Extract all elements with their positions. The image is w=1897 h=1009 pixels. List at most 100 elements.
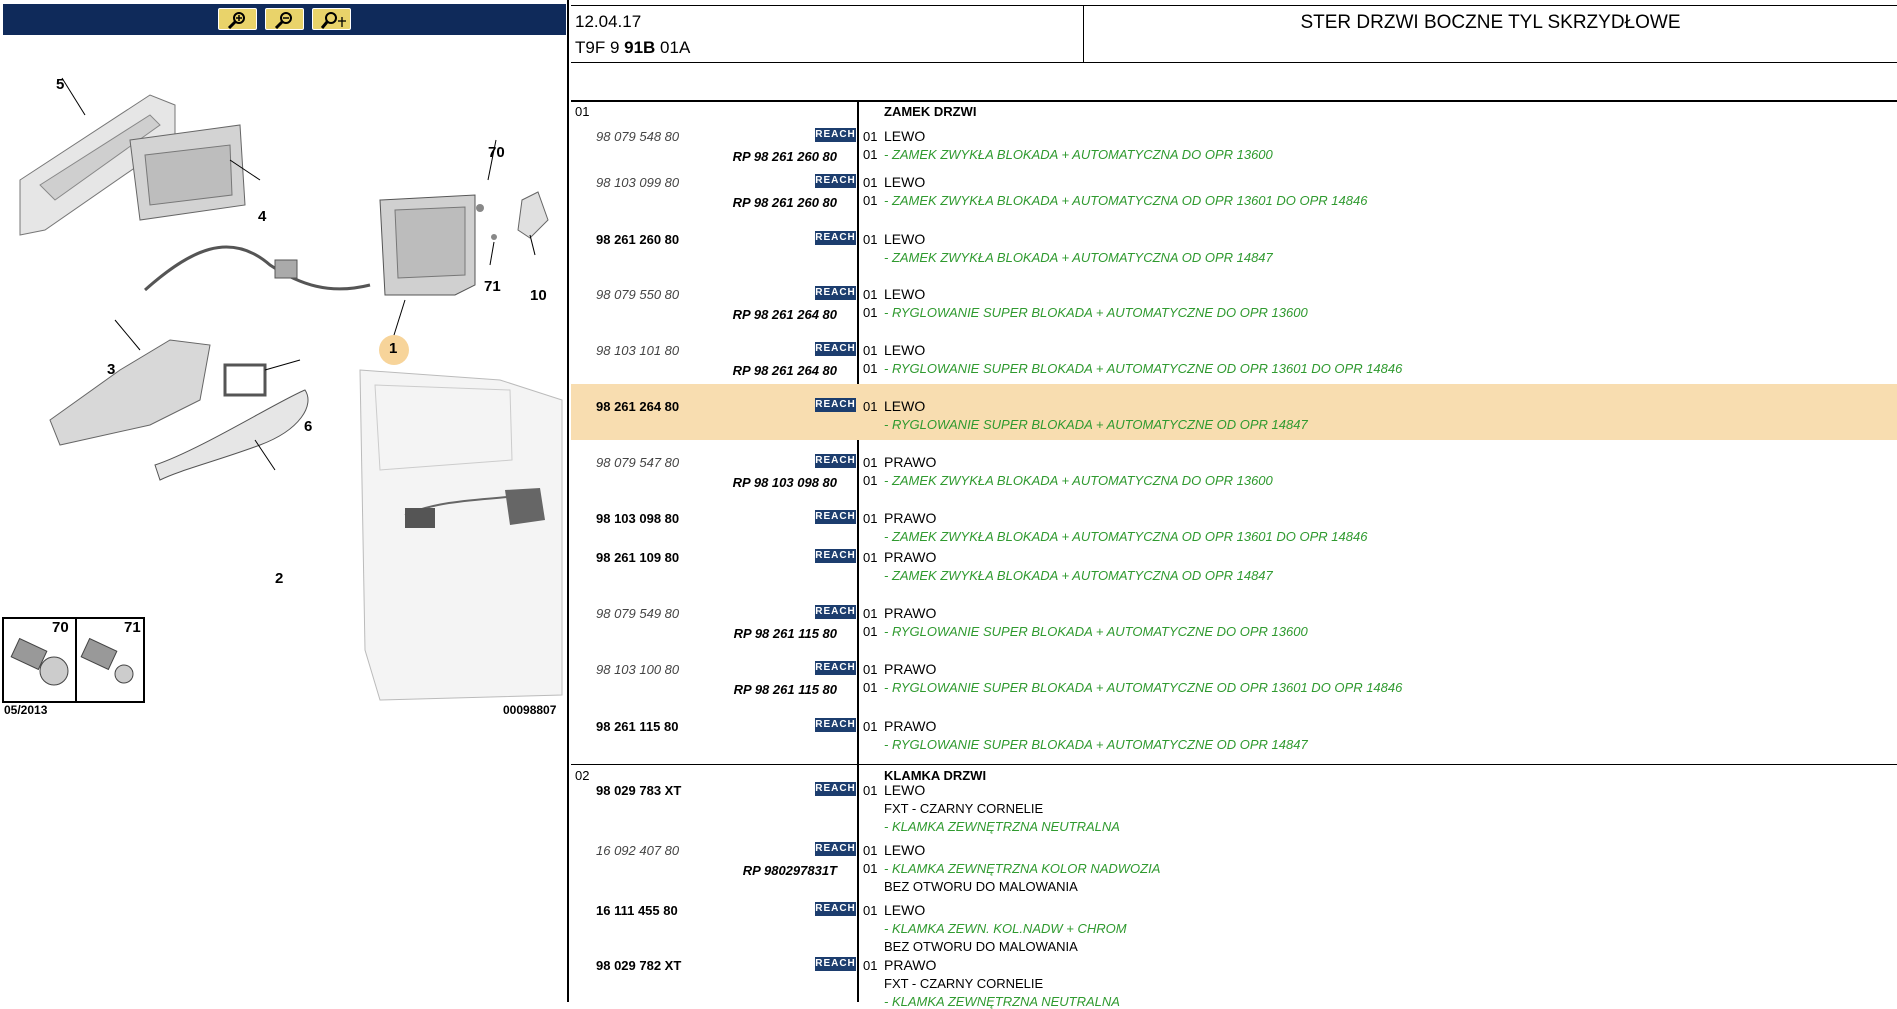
group-category: KLAMKA DRZWI [884, 768, 987, 783]
part-description: - ZAMEK ZWYKŁA BLOKADA + AUTOMATYCZNA OD… [884, 193, 1368, 208]
reach-badge[interactable]: REACH [815, 454, 856, 468]
part-number[interactable]: 98 261 115 80 [596, 719, 679, 734]
part-number[interactable]: 98 103 100 80 [596, 662, 680, 677]
reach-badge[interactable]: REACH [815, 231, 856, 245]
part-number[interactable]: 98 079 550 80 [596, 287, 680, 302]
replacement-part-number[interactable]: RP 98 261 260 80 [732, 149, 837, 164]
exploded-parts-diagram [19, 77, 563, 701]
callout-3-leader [114, 319, 141, 351]
quantity: 01 [863, 511, 878, 526]
replacement-part-number[interactable]: RP 980297831T [742, 863, 837, 878]
replacement-quantity: 01 [863, 147, 878, 162]
replacement-quantity: 01 [863, 861, 878, 876]
callout-label: 1 [389, 340, 398, 357]
part-note: FXT - CZARNY CORNELIE [884, 976, 1044, 991]
quantity: 01 [863, 175, 878, 190]
reach-badge[interactable]: REACH [815, 718, 856, 732]
replacement-part-number[interactable]: RP 98 103 098 80 [732, 475, 837, 490]
reach-badge[interactable]: REACH [815, 842, 856, 856]
callout-70-leader [487, 139, 497, 181]
quantity: 01 [863, 232, 878, 247]
reach-badge[interactable]: REACH [815, 510, 856, 524]
reach-badge[interactable]: REACH [815, 398, 856, 412]
replacement-part-number[interactable]: RP 98 261 264 80 [732, 363, 837, 378]
callout-6-leader [264, 359, 301, 371]
part-number[interactable]: 16 092 407 80 [596, 843, 680, 858]
part-description: - ZAMEK ZWYKŁA BLOKADA + AUTOMATYCZNA DO… [884, 147, 1273, 162]
part-description: - ZAMEK ZWYKŁA BLOKADA + AUTOMATYCZNA DO… [884, 473, 1273, 488]
quantity: 01 [863, 903, 878, 918]
replacement-part-number[interactable]: RP 98 261 260 80 [732, 195, 837, 210]
replacement-part-number[interactable]: RP 98 261 115 80 [733, 682, 837, 697]
selected-row-highlight[interactable] [571, 384, 1897, 440]
part-description: - ZAMEK ZWYKŁA BLOKADA + AUTOMATYCZNA OD… [884, 250, 1273, 265]
side-label: LEWO [884, 398, 926, 414]
fastener-label-71: 71 [124, 619, 141, 636]
callout-label: 6 [304, 418, 313, 435]
part-number[interactable]: 98 261 109 80 [596, 550, 680, 565]
quantity: 01 [863, 343, 878, 358]
quantity: 01 [863, 550, 878, 565]
part-description: - KLAMKA ZEWNĘTRZNA NEUTRALNA [884, 819, 1120, 834]
list-header: 12.04.17 T9F 9 91B 01A STER DRZWI BOCZNE… [571, 5, 1897, 63]
part-number[interactable]: 98 079 548 80 [596, 129, 680, 144]
reach-badge[interactable]: REACH [815, 549, 856, 563]
part-description: - RYGLOWANIE SUPER BLOKADA + AUTOMATYCZN… [884, 305, 1308, 320]
gasket-shape [223, 363, 267, 397]
part-number[interactable]: 98 261 260 80 [596, 232, 680, 247]
replacement-quantity: 01 [863, 361, 878, 376]
callout-1-leader [393, 299, 406, 336]
part-number[interactable]: 98 103 099 80 [596, 175, 680, 190]
callout-label: 5 [56, 76, 65, 93]
quantity: 01 [863, 843, 878, 858]
side-label: LEWO [884, 342, 926, 358]
reach-badge[interactable]: REACH [815, 661, 856, 675]
zoom-pan-button[interactable] [312, 8, 351, 30]
trim-plate-inner-shape [39, 114, 161, 201]
reach-badge[interactable]: REACH [815, 286, 856, 300]
side-label: LEWO [884, 902, 926, 918]
quantity: 01 [863, 287, 878, 302]
quantity: 01 [863, 606, 878, 621]
reach-badge[interactable]: REACH [815, 782, 856, 796]
replacement-quantity: 01 [863, 305, 878, 320]
zoom-toolbar [3, 4, 566, 35]
door-lock-shape [405, 508, 435, 528]
quantity: 01 [863, 958, 878, 973]
part-number[interactable]: 98 079 547 80 [596, 455, 680, 470]
zoom-out-button[interactable] [265, 8, 304, 30]
part-number[interactable]: 16 111 455 80 [596, 903, 678, 918]
zoom-out-icon [274, 12, 292, 29]
reach-badge[interactable]: REACH [815, 957, 856, 971]
side-label: PRAWO [884, 605, 937, 621]
part-number[interactable]: 98 103 098 80 [596, 511, 680, 526]
fastener-box: 70 71 [2, 617, 145, 703]
reach-badge[interactable]: REACH [815, 342, 856, 356]
reach-badge[interactable]: REACH [815, 128, 856, 142]
quantity: 01 [863, 783, 878, 798]
side-label: PRAWO [884, 718, 937, 734]
side-label: LEWO [884, 128, 926, 144]
reach-badge[interactable]: REACH [815, 174, 856, 188]
part-number[interactable]: 98 079 549 80 [596, 606, 680, 621]
callout-4-leader [229, 159, 261, 181]
reach-badge[interactable]: REACH [815, 902, 856, 916]
part-description: - RYGLOWANIE SUPER BLOKADA + AUTOMATYCZN… [884, 361, 1403, 376]
bracket-inner-shape [144, 144, 233, 206]
code-suffix: 01A [655, 38, 691, 57]
quantity: 01 [863, 455, 878, 470]
part-description: - ZAMEK ZWYKŁA BLOKADA + AUTOMATYCZNA OD… [884, 568, 1273, 583]
zoom-in-button[interactable] [218, 8, 257, 30]
replacement-part-number[interactable]: RP 98 261 264 80 [732, 307, 837, 322]
quantity: 01 [863, 399, 878, 414]
part-number[interactable]: 98 029 783 XT [596, 783, 682, 798]
pane-divider[interactable] [567, 0, 569, 1002]
side-label: PRAWO [884, 454, 937, 470]
reach-badge[interactable]: REACH [815, 605, 856, 619]
part-number[interactable]: 98 261 264 80 [596, 399, 680, 414]
side-label: LEWO [884, 286, 926, 302]
part-number[interactable]: 98 103 101 80 [596, 343, 680, 358]
replacement-part-number[interactable]: RP 98 261 115 80 [733, 626, 837, 641]
part-number[interactable]: 98 029 782 XT [596, 958, 682, 973]
door-shape [359, 369, 563, 701]
